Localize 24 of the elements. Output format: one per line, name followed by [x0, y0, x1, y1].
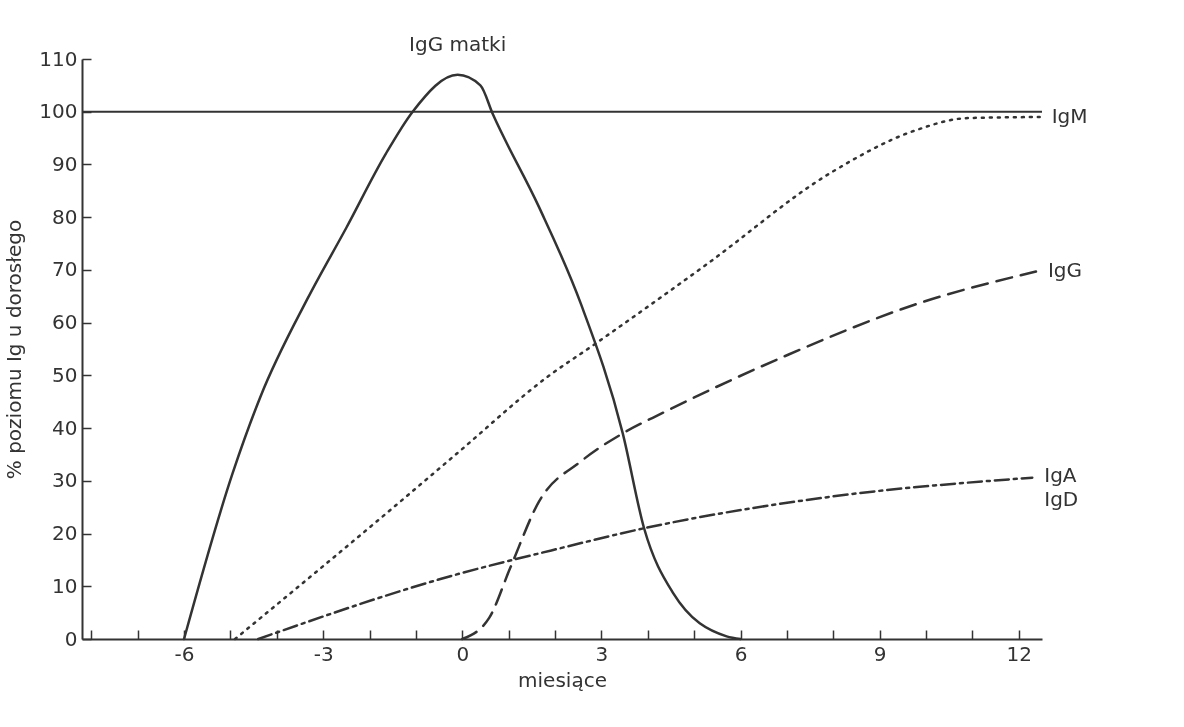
y-tick-label: 80 — [52, 204, 78, 229]
y-axis-title: % poziomu Ig u dorosłego — [2, 219, 27, 480]
y-tick-label: 110 — [39, 46, 78, 71]
series-label: IgG matki — [409, 31, 507, 56]
y-tick-label: 70 — [52, 257, 78, 282]
y-tick-label: 40 — [52, 415, 78, 440]
series-label: IgA IgD — [1044, 462, 1079, 511]
y-tick-label: 10 — [52, 573, 78, 598]
x-tick-label: -6 — [174, 641, 195, 666]
x-tick-label: 9 — [873, 641, 887, 666]
x-tick-label: -3 — [313, 641, 334, 666]
y-tick-label: 60 — [52, 310, 78, 335]
series-label: IgM — [1051, 104, 1088, 128]
y-tick-label: 30 — [52, 468, 78, 493]
series-label: IgG — [1047, 258, 1083, 283]
y-tick-label: 50 — [52, 362, 78, 387]
x-axis-title: miesiące — [518, 667, 607, 692]
x-tick-label: 12 — [1006, 641, 1033, 666]
x-tick-label: 3 — [595, 641, 609, 666]
y-tick-label: 20 — [52, 521, 78, 546]
x-tick-label: 0 — [456, 641, 470, 666]
y-tick-label: 90 — [52, 151, 78, 176]
x-tick-label: 6 — [734, 641, 748, 666]
y-tick-label: 100 — [39, 99, 78, 124]
